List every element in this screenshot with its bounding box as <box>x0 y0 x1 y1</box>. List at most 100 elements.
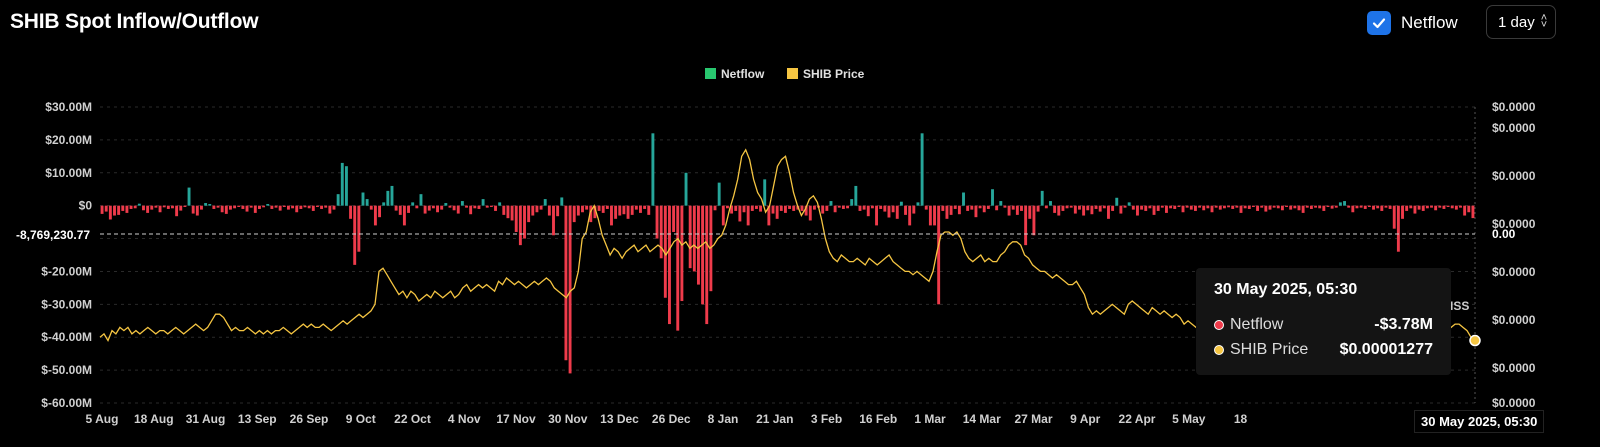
netflow-bar <box>295 205 299 213</box>
x-tick-label: 27 Mar <box>1014 412 1052 426</box>
crosshair-edge-label: ISS <box>1450 299 1470 313</box>
tooltip: 30 May 2025, 05:30 Netflow -$3.78M SHIB … <box>1196 268 1451 375</box>
netflow-bar <box>1438 205 1442 208</box>
netflow-bar <box>270 205 274 209</box>
netflow-bar <box>978 205 982 209</box>
netflow-bar <box>117 205 121 215</box>
netflow-bar <box>746 205 750 226</box>
netflow-bar <box>991 189 994 206</box>
netflow-bar <box>647 205 651 215</box>
netflow-bar <box>1222 205 1226 209</box>
netflow-bar <box>1363 205 1367 209</box>
netflow-bar <box>1160 205 1164 208</box>
netflow-bar <box>1396 205 1400 252</box>
netflow-bar <box>200 205 203 210</box>
netflow-bar <box>390 185 394 206</box>
netflow-bar <box>668 205 671 325</box>
netflow-bar <box>684 172 688 206</box>
netflow-bar <box>340 162 344 206</box>
y-right-tick-label: $0.0000 <box>1492 396 1536 410</box>
netflow-bar <box>402 205 406 226</box>
netflow-bar <box>1247 205 1251 209</box>
netflow-bar <box>1214 205 1218 208</box>
x-tick-label: 5 Aug <box>86 412 119 426</box>
netflow-bar <box>1007 205 1011 216</box>
netflow-bar <box>1131 205 1135 210</box>
x-tick-label: 9 Apr <box>1070 412 1101 426</box>
netflow-bar <box>1065 205 1069 209</box>
tooltip-time: 30 May 2025, 05:30 <box>1214 281 1358 298</box>
netflow-bar <box>543 199 547 206</box>
netflow-bar <box>1152 205 1156 215</box>
netflow-bar <box>539 205 543 210</box>
tooltip-price-value: $0.00001277 <box>1339 341 1433 358</box>
netflow-bar <box>1251 205 1255 207</box>
netflow-bar <box>1069 205 1073 208</box>
netflow-bar <box>208 204 212 206</box>
netflow-bar <box>1165 205 1168 213</box>
netflow-bar <box>382 202 386 206</box>
netflow-bar <box>974 205 978 218</box>
netflow-bar <box>792 205 796 211</box>
netflow-bar <box>626 205 630 219</box>
netflow-bar <box>655 205 659 239</box>
netflow-bar <box>303 205 307 208</box>
netflow-bar <box>1086 205 1090 211</box>
netflow-bar <box>928 205 932 226</box>
netflow-bar <box>431 205 435 209</box>
netflow-bar <box>1425 205 1429 209</box>
netflow-bar <box>1073 205 1077 214</box>
legend-label: Netflow <box>721 67 765 81</box>
netflow-bar <box>1450 205 1454 209</box>
netflow-bar <box>1421 205 1425 211</box>
netflow-bar <box>1430 205 1433 208</box>
netflow-bar <box>676 205 680 331</box>
netflow-bar <box>158 205 162 213</box>
netflow-bar <box>610 205 613 226</box>
netflow-bar <box>233 205 237 209</box>
netflow-bar <box>1102 205 1106 209</box>
netflow-bar <box>129 205 133 209</box>
netflow-bar <box>1078 205 1081 210</box>
netflow-bar <box>1297 205 1301 211</box>
netflow-bar <box>601 205 605 213</box>
netflow-bar <box>1119 205 1123 214</box>
netflow-bar <box>568 205 572 374</box>
netflow-bar <box>229 205 232 210</box>
netflow-bar <box>1231 205 1235 209</box>
netflow-bar <box>1049 201 1052 206</box>
netflow-bar <box>1367 205 1371 207</box>
tooltip-netflow-dot <box>1214 320 1224 330</box>
netflow-bar <box>1330 205 1334 209</box>
netflow-bar <box>245 205 249 212</box>
netflow-bar <box>1227 205 1231 208</box>
netflow-bar <box>1140 205 1144 210</box>
netflow-bar <box>1326 205 1330 207</box>
netflow-bar <box>489 205 493 207</box>
netflow-toggle[interactable]: Netflow <box>1367 11 1458 35</box>
netflow-bar <box>945 205 949 219</box>
netflow-bar <box>1334 205 1338 208</box>
netflow-bar <box>841 205 845 209</box>
netflow-checkbox[interactable] <box>1367 11 1391 35</box>
netflow-bar <box>411 202 415 206</box>
netflow-bar <box>837 205 841 208</box>
x-tick-label: 4 Nov <box>448 412 481 426</box>
interval-select[interactable]: 1 day ˄ ˅ <box>1486 5 1556 39</box>
netflow-bar <box>730 205 734 214</box>
netflow-bar <box>386 190 390 206</box>
netflow-bar <box>560 197 564 206</box>
netflow-bar <box>734 205 738 211</box>
netflow-bar <box>241 205 245 209</box>
x-tick-label: 22 Apr <box>1119 412 1156 426</box>
netflow-bar <box>150 205 154 210</box>
netflow-bar <box>643 205 647 209</box>
netflow-bar <box>589 205 593 223</box>
netflow-bar <box>862 205 866 210</box>
y-tick-label: $20.00M <box>45 133 92 147</box>
netflow-bar <box>829 201 833 206</box>
netflow-bar <box>808 205 812 221</box>
netflow-bar <box>398 205 402 215</box>
netflow-bar <box>1123 205 1127 208</box>
